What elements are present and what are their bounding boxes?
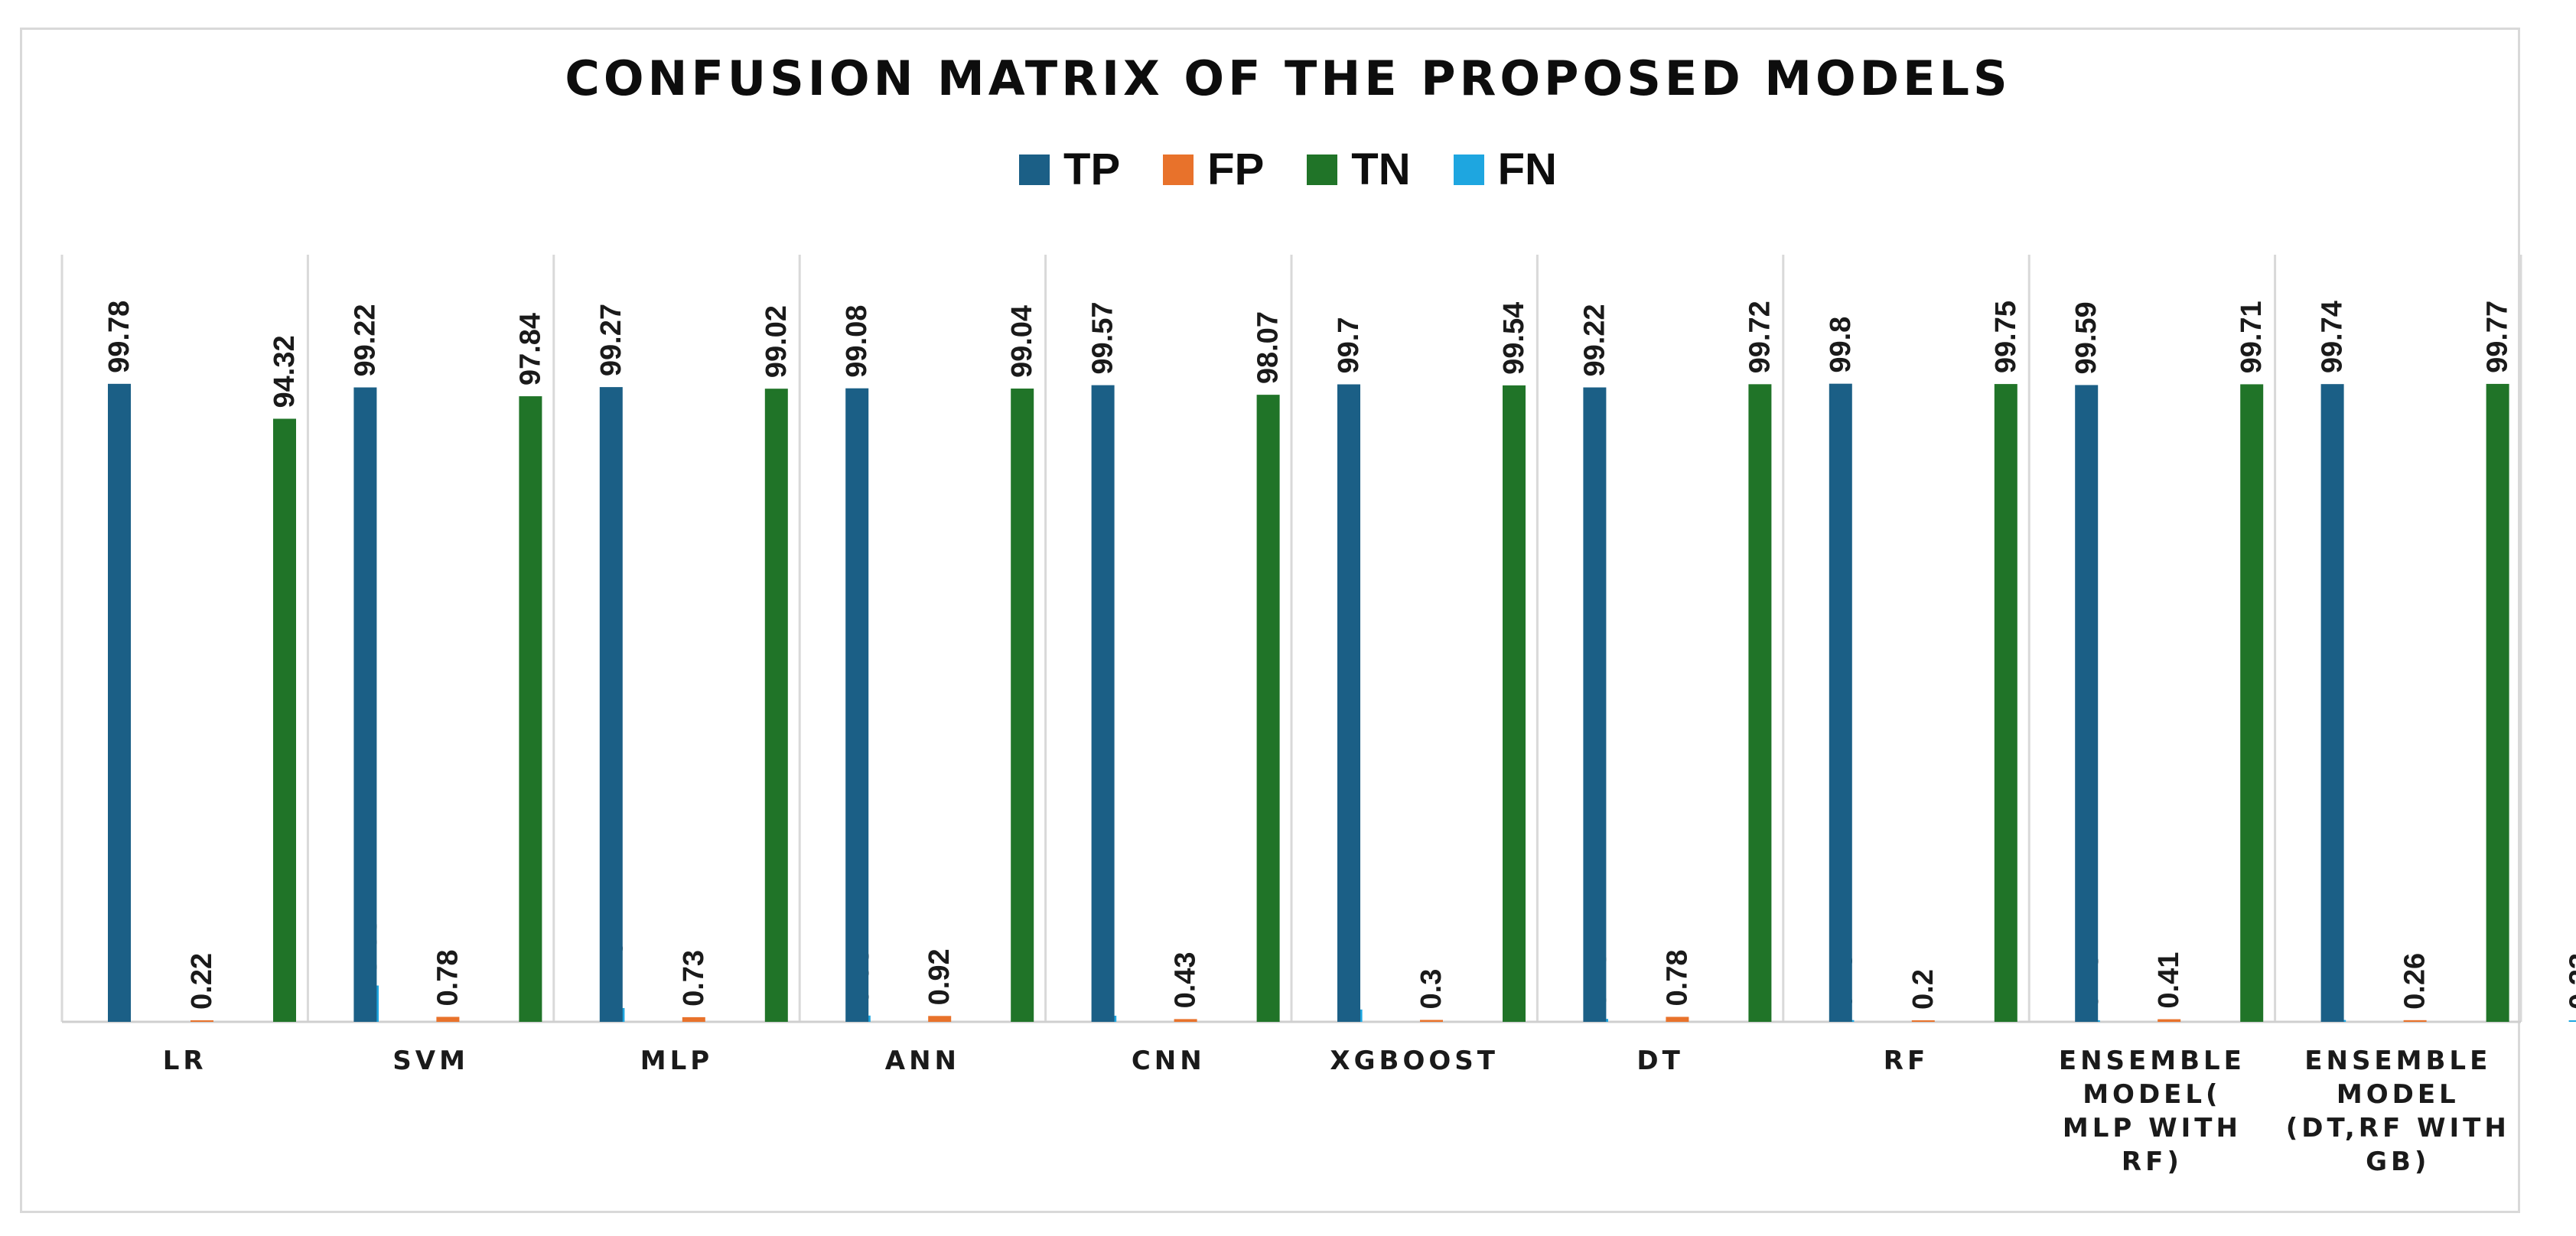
data-label-fp: 0.41: [2153, 952, 2185, 1009]
data-label-tp: 99.08: [841, 305, 873, 378]
legend-item-fp: FP: [1163, 144, 1264, 195]
legend-swatch-tp: [1019, 154, 1050, 185]
bar-tp: [2075, 385, 2099, 1022]
data-label-tn: 99.72: [1744, 301, 1776, 373]
bar-tp: [353, 387, 377, 1022]
data-label-fp: 0.73: [678, 950, 710, 1007]
data-label-tp: 99.22: [1578, 304, 1610, 376]
x-tick-label: MLP WITH: [2063, 1113, 2242, 1143]
bar-fn: [2568, 1020, 2576, 1022]
bar-tp: [845, 388, 869, 1023]
bar-tn: [2240, 384, 2264, 1022]
data-label-fp: 0.26: [2399, 953, 2431, 1010]
data-label-tp: 99.74: [2317, 301, 2349, 373]
data-label-tn: 99.77: [2482, 301, 2514, 373]
bar-tn: [1503, 385, 1526, 1023]
bar-tp: [599, 387, 623, 1023]
x-tick-label: XGBOOST: [1330, 1046, 1499, 1076]
legend-swatch-tn: [1307, 154, 1338, 185]
bar-fp: [682, 1016, 705, 1022]
data-label-fp: 0.78: [432, 950, 464, 1007]
data-label-tn: 99.75: [1990, 301, 2022, 373]
bar-tn: [1256, 395, 1280, 1022]
data-label-tn: 99.54: [1498, 302, 1530, 375]
bar-tn: [1994, 384, 2017, 1023]
x-tick-label: DT: [1636, 1046, 1683, 1076]
bar-tn: [2486, 383, 2509, 1022]
x-tick-label: RF): [2122, 1147, 2183, 1177]
legend-item-tn: TN: [1307, 144, 1411, 195]
legend-swatch-fp: [1163, 154, 1194, 185]
legend-swatch-fn: [1453, 154, 1484, 185]
data-label-fn: 0.23: [2565, 953, 2576, 1010]
bar-fp: [2158, 1019, 2181, 1022]
data-label-tp: 99.27: [595, 304, 627, 376]
legend-label-tp: TP: [1063, 145, 1121, 194]
bar-fp: [1911, 1020, 1935, 1022]
data-label-tn: 99.04: [1006, 305, 1038, 378]
chart-title: CONFUSION MATRIX OF THE PROPOSED MODELS: [565, 50, 2011, 106]
bar-fp: [191, 1020, 213, 1022]
data-label-fp: 0.2: [1907, 969, 1939, 1010]
x-tick-label: GB): [2366, 1147, 2430, 1177]
bar-tn: [764, 389, 788, 1022]
data-label-tn: 99.71: [2236, 301, 2268, 373]
bar-tn: [1748, 384, 1772, 1022]
bar-tp: [108, 383, 131, 1022]
data-label-tn: 98.07: [1252, 311, 1285, 384]
bar-fp: [2403, 1020, 2427, 1022]
bar-fp: [1420, 1020, 1443, 1022]
bar-tp: [1091, 385, 1115, 1022]
data-label-tp: 99.59: [2070, 301, 2102, 374]
x-tick-label: ANN: [885, 1046, 960, 1076]
x-tick-label: CNN: [1132, 1046, 1206, 1076]
bar-fp: [1666, 1016, 1689, 1022]
data-label-tn: 97.84: [514, 313, 546, 385]
x-tick-label: ENSEMBLE: [2304, 1046, 2491, 1076]
data-label-tp: 99.7: [1333, 317, 1365, 374]
legend-item-fn: FN: [1453, 144, 1557, 195]
x-tick-label: ENSEMBLE: [2059, 1046, 2245, 1076]
data-label-fp: 0.43: [1170, 951, 1202, 1008]
x-tick-label: RF: [1884, 1046, 1929, 1076]
x-tick-label: (DT,RF WITH: [2286, 1113, 2510, 1143]
data-label-fp: 0.78: [1661, 950, 1693, 1007]
data-label-fp: 0.92: [923, 948, 956, 1005]
data-label-tp: 99.8: [1825, 317, 1857, 373]
bar-tp: [2320, 384, 2344, 1023]
data-label-tp: 99.57: [1087, 302, 1119, 375]
data-label-tp: 99.22: [349, 304, 381, 376]
x-tick-label: MODEL(: [2083, 1079, 2221, 1110]
data-label-tn: 99.02: [760, 305, 793, 378]
legend-label-fn: FN: [1497, 145, 1557, 194]
x-tick-label: LR: [163, 1046, 207, 1076]
data-label-tn: 94.32: [269, 335, 301, 408]
bar-tn: [273, 418, 296, 1022]
data-label-fp: 0.3: [1415, 969, 1448, 1010]
bar-fp: [1174, 1019, 1197, 1022]
bar-tp: [1829, 383, 1852, 1022]
x-tick-label: MLP: [640, 1046, 713, 1076]
chart-legend: TP FP TN FN: [0, 144, 2576, 195]
data-label-tp: 99.78: [103, 301, 135, 373]
bar-tp: [1337, 384, 1360, 1022]
legend-label-fp: FP: [1207, 145, 1265, 194]
bar-fp: [436, 1016, 460, 1022]
data-label-fp: 0.22: [186, 953, 218, 1010]
bar-tp: [1583, 387, 1607, 1022]
bar-tn: [1011, 389, 1034, 1022]
bar-fp: [928, 1016, 952, 1022]
x-tick-label: MODEL: [2337, 1079, 2460, 1110]
legend-item-tp: TP: [1019, 144, 1120, 195]
x-tick-label: SVM: [392, 1046, 469, 1076]
legend-label-tn: TN: [1351, 145, 1411, 194]
bar-tn: [519, 396, 542, 1022]
